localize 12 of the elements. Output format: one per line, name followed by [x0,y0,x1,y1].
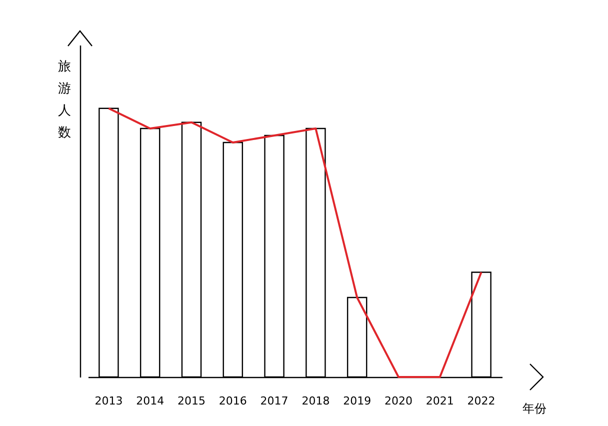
x-tick-label: 2020 [384,394,412,408]
x-tick-label: 2016 [218,394,247,408]
x-tick-label: 2015 [178,394,206,408]
x-tick-label: 2019 [343,394,372,408]
x-tick-label: 2017 [260,394,288,408]
x-axis-title: 年份 [522,402,546,416]
y-axis-title: 旅游人数 [58,60,71,140]
x-tick-label: 2013 [94,394,123,408]
x-tick-label: 2014 [136,394,164,408]
x-tick-label: 2021 [426,394,454,408]
x-tick-label: 2018 [302,394,330,408]
x-tick-label: 2022 [467,394,496,408]
